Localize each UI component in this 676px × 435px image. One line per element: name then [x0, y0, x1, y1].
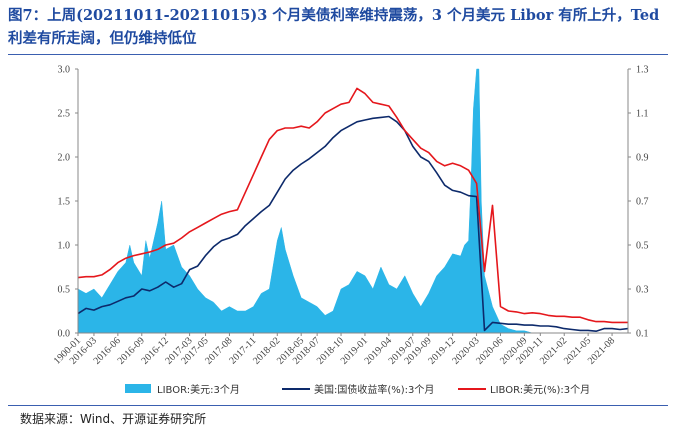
- legend-label: 美国:国债收益率(%):3个月: [314, 383, 434, 396]
- y-right-tick-label: 0.3: [636, 285, 649, 296]
- source-note: 数据来源：Wind、开源证券研究所: [20, 412, 207, 426]
- legend-item-libor-line: LIBOR:美元(%):3个月: [458, 383, 590, 396]
- legend-item-libor-area: LIBOR:美元:3个月: [125, 383, 240, 396]
- x-tick-label: 2021-08: [586, 335, 617, 366]
- y-right-tick-label: 0.7: [636, 197, 649, 208]
- y-left-tick-label: 3.0: [58, 65, 71, 76]
- y-left-tick-label: 0.5: [58, 285, 71, 296]
- chart: 0.0 0.5 1.0 1.5 2.0 2.5 3.0 0.1 0.3 0.5 0.7 0.9 1.1 1…: [52, 65, 649, 397]
- series-treasury-line: [77, 115, 629, 332]
- series-libor-area: [77, 68, 628, 334]
- y-right-tick-label: 0.5: [636, 241, 649, 252]
- line-layer: [77, 87, 629, 332]
- title-divider: [8, 54, 668, 55]
- y-left-tick-label: 0.0: [58, 329, 71, 340]
- legend: LIBOR:美元:3个月 美国:国债收益率(%):3个月 LIBOR:美元(%):3…: [125, 383, 590, 396]
- legend-swatch: [125, 384, 151, 393]
- y-right-tick-label: 0.1: [636, 329, 649, 340]
- y-right-tick-label: 1.3: [636, 65, 649, 76]
- legend-label: LIBOR:美元:3个月: [157, 383, 240, 396]
- y-right-tick-label: 0.9: [636, 153, 649, 164]
- legend-label: LIBOR:美元(%):3个月: [490, 383, 590, 396]
- y-right-tick-label: 1.1: [636, 109, 649, 120]
- series-libor-line: [77, 87, 628, 324]
- y-left-tick-label: 2.5: [58, 109, 71, 120]
- figure-title: 图7：上周(20211011-20211015)3 个月美债利率维持震荡，3 个…: [8, 7, 660, 47]
- area-layer: [77, 68, 628, 334]
- legend-item-treasury: 美国:国债收益率(%):3个月: [282, 383, 434, 396]
- y-left-tick-label: 2.0: [58, 153, 71, 164]
- source-divider: [8, 405, 668, 406]
- y-left-tick-label: 1.5: [58, 197, 71, 208]
- y-left-tick-label: 1.0: [58, 241, 71, 252]
